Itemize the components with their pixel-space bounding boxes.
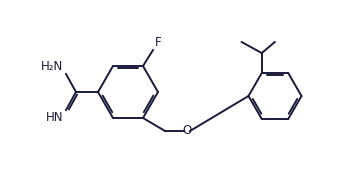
Text: H₂N: H₂N <box>41 60 63 73</box>
Text: F: F <box>155 36 162 49</box>
Text: HN: HN <box>46 111 63 124</box>
Text: O: O <box>182 125 192 137</box>
